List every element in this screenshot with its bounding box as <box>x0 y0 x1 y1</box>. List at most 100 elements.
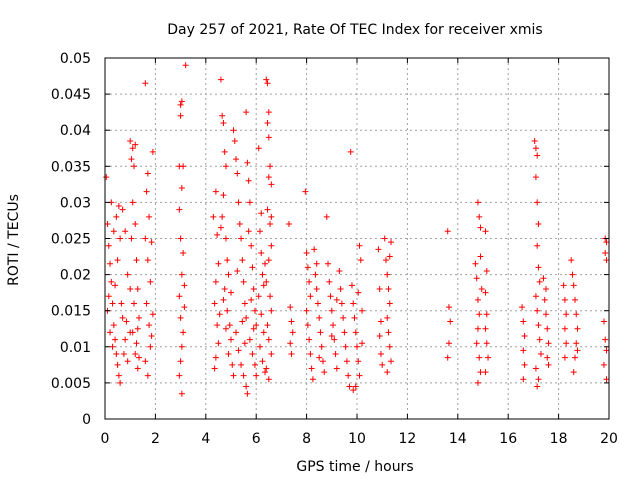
data-point <box>600 318 607 325</box>
data-point <box>536 278 543 285</box>
data-point <box>268 351 275 358</box>
data-point <box>212 278 219 285</box>
data-point <box>246 199 253 206</box>
data-point <box>177 358 184 365</box>
data-point <box>385 329 392 336</box>
y-tick-label: 0.015 <box>51 304 91 320</box>
data-point <box>262 369 269 376</box>
data-point <box>132 141 139 148</box>
data-point <box>134 325 141 332</box>
data-point <box>108 278 115 285</box>
x-tick-label: 0 <box>101 431 110 447</box>
data-point <box>220 296 227 303</box>
data-point <box>221 286 228 293</box>
data-point <box>388 358 395 365</box>
data-point <box>544 354 551 361</box>
y-axis-ticks: 0 0.005 0.01 0.015 0.02 0.025 0.03 0.035 0.04 0.0… <box>51 51 609 428</box>
data-point <box>602 336 609 343</box>
x-tick-label: 10 <box>348 431 366 447</box>
data-point <box>316 314 323 321</box>
data-point <box>216 311 223 318</box>
data-point <box>444 354 451 361</box>
data-point <box>571 296 578 303</box>
data-point <box>534 152 541 159</box>
data-point <box>178 98 185 105</box>
data-point <box>235 347 242 354</box>
data-point <box>215 260 222 267</box>
data-point <box>573 340 580 347</box>
data-point <box>483 311 490 318</box>
data-point <box>235 199 242 206</box>
data-point <box>251 307 258 314</box>
data-point <box>243 383 250 390</box>
data-point <box>228 289 234 296</box>
data-point <box>146 322 153 329</box>
data-point <box>535 376 542 383</box>
data-point <box>258 249 265 256</box>
data-point <box>351 314 358 321</box>
data-point <box>321 369 328 376</box>
data-point <box>561 325 568 332</box>
data-point <box>113 213 120 220</box>
data-point <box>127 138 134 145</box>
data-point <box>343 358 350 365</box>
data-point <box>132 351 139 358</box>
x-tick-label: 4 <box>201 431 210 447</box>
data-point <box>251 361 258 368</box>
data-point <box>384 271 391 278</box>
data-point <box>385 286 392 293</box>
data-point <box>327 293 334 300</box>
data-point <box>482 289 489 296</box>
data-point <box>537 351 544 358</box>
data-point <box>603 347 610 354</box>
data-point <box>543 286 549 293</box>
data-point <box>317 329 324 336</box>
data-point <box>285 221 292 228</box>
data-point <box>127 286 134 293</box>
data-point <box>217 76 224 83</box>
data-point <box>264 322 271 329</box>
data-point <box>287 340 294 347</box>
data-point <box>474 379 481 386</box>
data-point <box>483 340 490 347</box>
data-point <box>104 221 111 228</box>
data-point <box>142 235 149 242</box>
data-point <box>268 242 275 249</box>
data-point <box>357 257 364 264</box>
data-point <box>260 329 267 336</box>
data-point <box>259 271 266 278</box>
data-point <box>326 278 333 285</box>
data-point <box>147 278 154 285</box>
data-point <box>130 300 137 307</box>
data-point <box>268 181 275 188</box>
data-point <box>520 376 527 383</box>
data-point <box>561 296 568 303</box>
data-point <box>477 369 484 376</box>
data-point <box>375 246 382 253</box>
data-point <box>253 322 260 329</box>
data-points <box>103 62 610 397</box>
data-point <box>264 80 271 87</box>
data-point <box>386 343 393 350</box>
data-point <box>476 311 483 318</box>
data-point <box>570 282 577 289</box>
data-point <box>146 213 153 220</box>
data-point <box>342 343 349 350</box>
data-point <box>132 221 139 228</box>
data-point <box>531 138 538 145</box>
data-point <box>560 282 567 289</box>
data-point <box>345 372 352 379</box>
data-point <box>377 351 384 358</box>
data-point <box>474 199 481 206</box>
data-point <box>264 119 271 126</box>
data-point <box>355 358 362 365</box>
x-axis-label: GPS time / hours <box>296 459 413 475</box>
data-point <box>359 307 366 314</box>
data-point <box>262 260 269 267</box>
data-point <box>307 351 314 358</box>
data-point <box>123 318 130 325</box>
data-point <box>260 282 267 289</box>
data-point <box>476 213 483 220</box>
data-point <box>384 369 391 376</box>
data-point <box>256 343 263 350</box>
